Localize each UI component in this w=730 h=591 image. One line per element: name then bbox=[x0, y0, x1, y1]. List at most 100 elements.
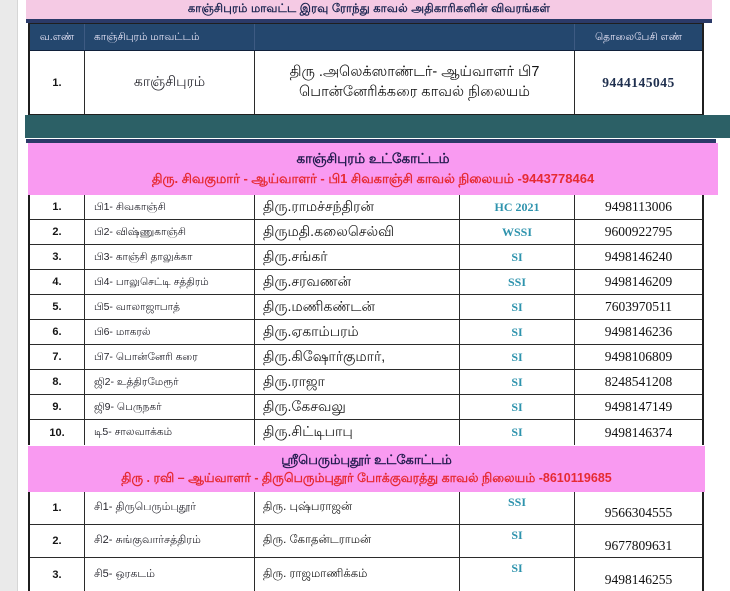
table-row: 10. டி5- சாலவாக்கம் திரு.சிட்டிபாபு SI 94981… bbox=[30, 420, 702, 445]
serial-cell: 9. bbox=[30, 395, 85, 419]
station-cell: பி5- வாலாஜாபாத் bbox=[85, 295, 255, 319]
phone-cell: 9677809631 bbox=[604, 538, 673, 553]
station-cell: சி1- திருபெரும்புதூர் bbox=[85, 492, 255, 524]
serial-cell: 3. bbox=[30, 245, 85, 269]
rank-cell: SI bbox=[460, 345, 575, 369]
district-table: வ.எண் காஞ்சிபுரம் மாவட்டம் தொலைபேசி எண் … bbox=[28, 23, 704, 115]
station-cell: சி5- ஒரகடம் bbox=[85, 558, 255, 591]
phone-cell: 9498146240 bbox=[604, 249, 673, 264]
officer-cell: திரு.ராமச்சந்திரன் bbox=[255, 195, 460, 219]
serial-cell: 1. bbox=[30, 51, 85, 114]
station-cell: பி4- பாலுசெட்டி சத்திரம் bbox=[85, 270, 255, 294]
teal-divider bbox=[25, 115, 730, 138]
officer-cell: திரு.கேசவலு bbox=[255, 395, 460, 419]
station-cell: பி6- மாகரல் bbox=[85, 320, 255, 344]
phone-cell: 9498147149 bbox=[604, 399, 673, 414]
section-table-2: 1. சி1- திருபெரும்புதூர் திரு. புஷ்பராஜன் S… bbox=[28, 492, 704, 591]
table-row: 9. ஜி9- பெருநகர் திரு.கேசவலு SI 9498147149 bbox=[30, 395, 702, 420]
station-cell: ஜி9- பெருநகர் bbox=[85, 395, 255, 419]
rank-cell: SSI bbox=[460, 270, 575, 294]
phone-cell: 9498146209 bbox=[604, 274, 673, 289]
section-subtitle: திரு . ரவி – ஆய்வாளர் - திருபெரும்புதூர்… bbox=[121, 470, 612, 485]
station-cell: காஞ்சிபுரம் bbox=[85, 51, 255, 114]
table-row: 1. காஞ்சிபுரம் திரு .அலெக்ஸாண்டர்- ஆய்வா… bbox=[30, 51, 702, 114]
serial-cell: 1. bbox=[30, 195, 85, 219]
phone-cell: 9498106809 bbox=[604, 349, 673, 364]
header-district: காஞ்சிபுரம் மாவட்டம் bbox=[85, 24, 255, 50]
table-row: 1. பி1- சிவகாஞ்சி திரு.ராமச்சந்திரன் HC 202… bbox=[30, 195, 702, 220]
header-phone: தொலைபேசி எண் bbox=[594, 30, 683, 43]
station-cell: சி2- சுங்குவார்சத்திரம் bbox=[85, 525, 255, 557]
officer-cell: திரு. ராஜமாணிக்கம் bbox=[255, 558, 460, 591]
officer-cell: திரு.கிஷோர்குமார், bbox=[255, 345, 460, 369]
officer-cell: திரு.சிட்டிபாபு bbox=[255, 420, 460, 445]
serial-cell: 7. bbox=[30, 345, 85, 369]
serial-cell: 2. bbox=[30, 220, 85, 244]
serial-cell: 10. bbox=[30, 420, 85, 445]
top-divider bbox=[26, 19, 712, 23]
rank-cell: SI bbox=[460, 245, 575, 269]
navy-divider bbox=[26, 139, 716, 143]
table-row: 3. பி3- காஞ்சி தாலுக்கா திரு.சங்கர் SI 94981… bbox=[30, 245, 702, 270]
officer-cell: திரு.ராஜா bbox=[255, 370, 460, 394]
section-title: ஸ்ரீபெரும்புதூர் உட்கோட்டம் bbox=[281, 451, 452, 467]
officer-cell: திரு.சரவணன் bbox=[255, 270, 460, 294]
section-table-1: 1. பி1- சிவகாஞ்சி திரு.ராமச்சந்திரன் HC 202… bbox=[28, 195, 704, 445]
station-cell: பி7- பொன்னேரி கரை bbox=[85, 345, 255, 369]
section-subtitle: திரு. சிவகுமார் - ஆய்வாளர் - பி1 சிவகாஞ்… bbox=[151, 170, 595, 186]
officer-cell: திரு.ஏகாம்பரம் bbox=[255, 320, 460, 344]
table-row: 4. பி4- பாலுசெட்டி சத்திரம் திரு.சரவணன் SSI… bbox=[30, 270, 702, 295]
rank-cell: SI bbox=[460, 558, 575, 591]
station-cell: பி2- விஷ்ணுகாஞ்சி bbox=[85, 220, 255, 244]
station-cell: டி5- சாலவாக்கம் bbox=[85, 420, 255, 445]
table-row: 2. சி2- சுங்குவார்சத்திரம் திரு. கோதன்டராம… bbox=[30, 525, 702, 558]
rank-cell: SI bbox=[460, 395, 575, 419]
rank-cell: SI bbox=[460, 525, 575, 557]
serial-cell: 3. bbox=[30, 558, 85, 591]
station-cell: பி3- காஞ்சி தாலுக்கா bbox=[85, 245, 255, 269]
phone-cell: 9498146255 bbox=[604, 571, 673, 587]
phone-cell: 8248541208 bbox=[604, 374, 673, 389]
section-title: காஞ்சிபுரம் உட்கோட்டம் bbox=[296, 150, 450, 166]
rank-cell: WSSI bbox=[460, 220, 575, 244]
officer-cell: திரு. புஷ்பராஜன் bbox=[255, 492, 460, 524]
serial-cell: 5. bbox=[30, 295, 85, 319]
station-cell: ஜி2- உத்திரமேரூர் bbox=[85, 370, 255, 394]
officer-cell: திருமதி.கலைசெல்வி bbox=[255, 220, 460, 244]
rank-cell: SI bbox=[460, 420, 575, 445]
serial-cell: 4. bbox=[30, 270, 85, 294]
table-row: 8. ஜி2- உத்திரமேரூர் திரு.ராஜா SI 8248541208 bbox=[30, 370, 702, 395]
phone-cell: 9600922795 bbox=[604, 224, 673, 239]
officer-cell: திரு.மணிகண்டன் bbox=[255, 295, 460, 319]
serial-cell: 8. bbox=[30, 370, 85, 394]
section-header-sriperumbudur: ஸ்ரீபெரும்புதூர் உட்கோட்டம் திரு . ரவி –… bbox=[28, 446, 705, 492]
phone-cell: 9566304555 bbox=[604, 505, 673, 520]
officer-cell: திரு .அலெக்ஸாண்டர்- ஆய்வாளர் பி7 பொன்னேர… bbox=[255, 51, 575, 114]
table-row: 1. சி1- திருபெரும்புதூர் திரு. புஷ்பராஜன் S… bbox=[30, 492, 702, 525]
header-name bbox=[255, 24, 575, 50]
serial-cell: 6. bbox=[30, 320, 85, 344]
phone-cell: 9498113006 bbox=[605, 199, 672, 214]
table-row: 3. சி5- ஒரகடம் திரு. ராஜமாணிக்கம் SI 9498146… bbox=[30, 558, 702, 591]
rank-cell: SI bbox=[460, 320, 575, 344]
serial-cell: 1. bbox=[30, 492, 85, 524]
rank-cell: SI bbox=[460, 370, 575, 394]
phone-cell: 9444145045 bbox=[602, 74, 675, 90]
header-serial: வ.எண் bbox=[30, 24, 85, 50]
table-row: 2. பி2- விஷ்ணுகாஞ்சி திருமதி.கலைசெல்வி WSSI… bbox=[30, 220, 702, 245]
page-margin bbox=[0, 0, 18, 591]
rank-cell: SSI bbox=[460, 492, 575, 524]
officer-cell: திரு. கோதன்டராமன் bbox=[255, 525, 460, 557]
district-table-header: வ.எண் காஞ்சிபுரம் மாவட்டம் தொலைபேசி எண் bbox=[30, 24, 702, 51]
officer-cell: திரு.சங்கர் bbox=[255, 245, 460, 269]
section-header-kanchipuram: காஞ்சிபுரம் உட்கோட்டம் திரு. சிவகுமார் -… bbox=[28, 143, 718, 195]
page-title: காஞ்சிபுரம் மாவட்ட இரவு ரோந்து காவல் அதி… bbox=[26, 0, 712, 19]
phone-cell: 9498146374 bbox=[604, 424, 673, 440]
table-row: 6. பி6- மாகரல் திரு.ஏகாம்பரம் SI 9498146236 bbox=[30, 320, 702, 345]
table-row: 5. பி5- வாலாஜாபாத் திரு.மணிகண்டன் SI 7603970… bbox=[30, 295, 702, 320]
station-cell: பி1- சிவகாஞ்சி bbox=[85, 195, 255, 219]
phone-cell: 9498146236 bbox=[604, 324, 673, 339]
phone-cell: 7603970511 bbox=[605, 299, 672, 314]
serial-cell: 2. bbox=[30, 525, 85, 557]
